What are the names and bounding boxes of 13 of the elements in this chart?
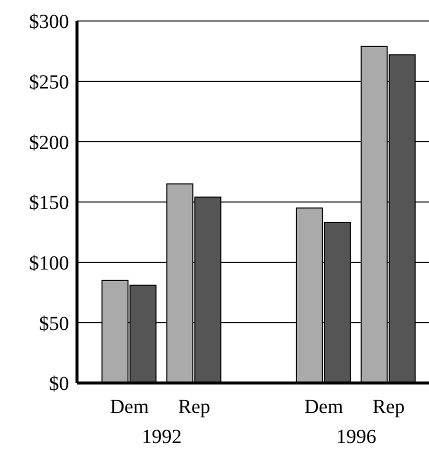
x-tick-label: Dem [304,396,344,418]
y-tick-label: $0 [49,373,69,396]
y-tick-label: $100 [29,252,69,274]
x-tick-label: Rep [372,396,405,418]
text: 1996 [336,426,376,448]
x-tick-label: Rep [178,396,210,418]
y-tick-label: $200 [29,132,69,154]
y-tick-label: $250 [29,71,69,94]
text: 1992 [142,426,182,448]
y-tick-label: $50 [39,312,69,335]
x-tick-label: Dem [110,396,150,418]
y-tick-label: $150 [29,192,69,214]
y-tick-label: $300 [29,11,69,34]
